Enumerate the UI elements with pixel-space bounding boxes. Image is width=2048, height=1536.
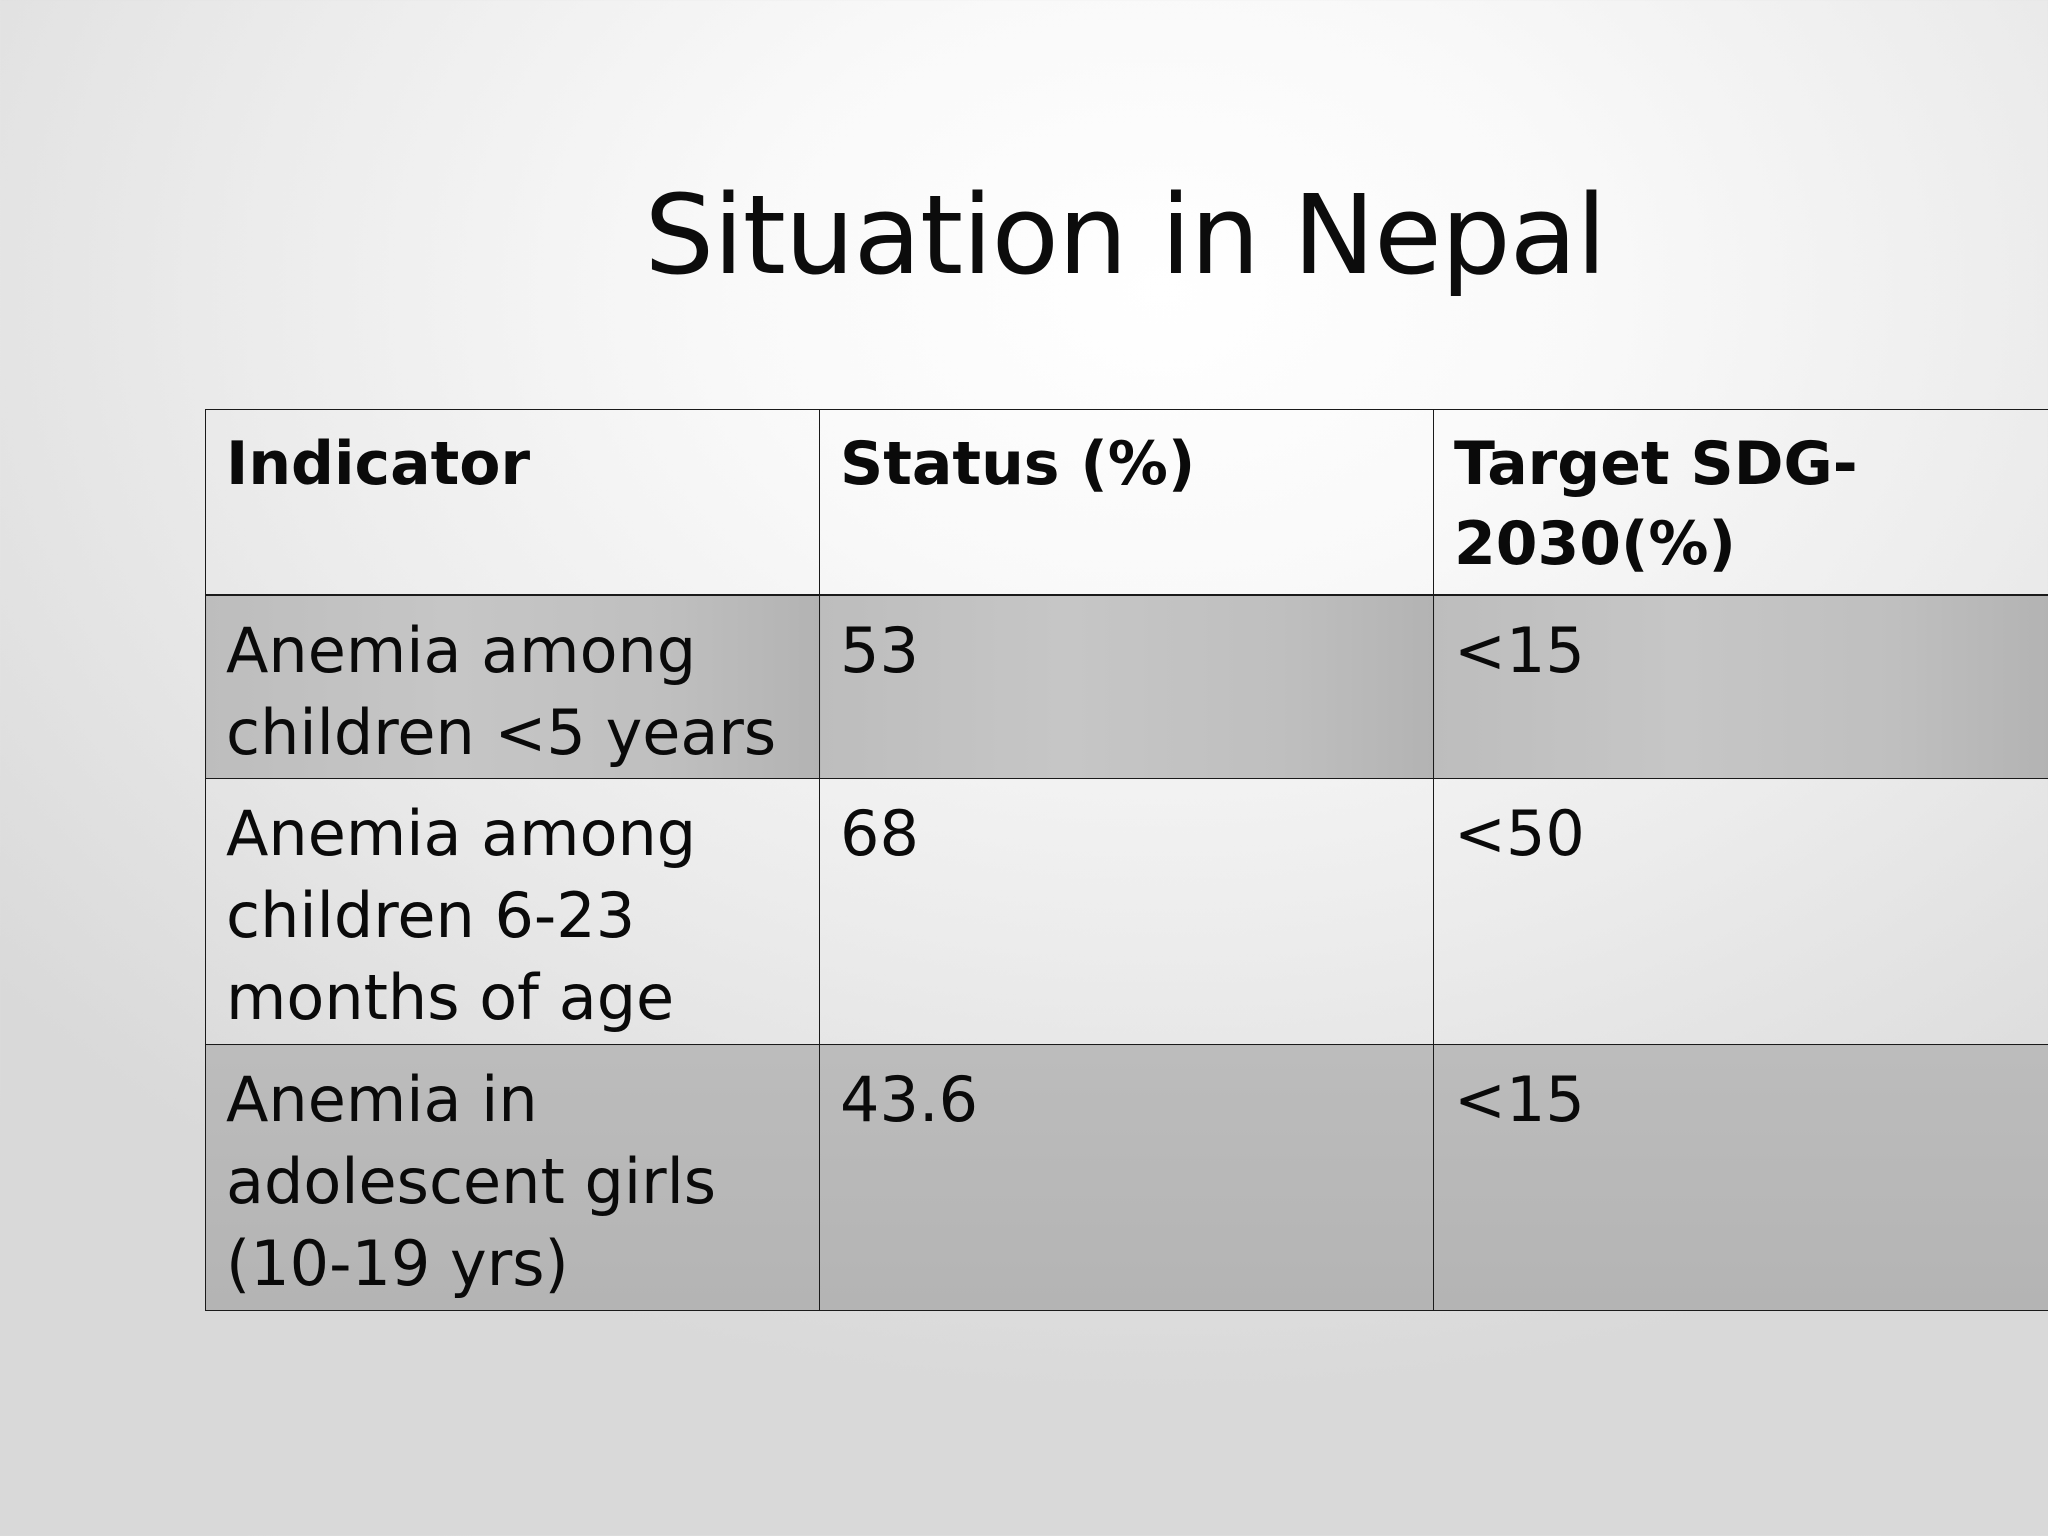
cell-target: <15 [1433, 594, 2048, 779]
cell-status: 53 [819, 594, 1434, 779]
slide-title: Situation in Nepal [644, 171, 1606, 299]
table-row: Anemia among children 6-23 months of age… [205, 778, 2048, 1045]
table-container: Indicator Status (%) Target SDG-2030(%) … [205, 409, 2048, 1311]
cell-status: 43.6 [819, 1044, 1434, 1311]
header-indicator: Indicator [205, 409, 820, 596]
table-row: Anemia among children <5 years 53 <15 [205, 594, 2048, 779]
cell-indicator: Anemia among children 6-23 months of age [205, 778, 820, 1045]
cell-status: 68 [819, 778, 1434, 1045]
table-row: Anemia in adolescent girls (10-19 yrs) 4… [205, 1044, 2048, 1311]
cell-target: <15 [1433, 1044, 2048, 1311]
indicator-table: Indicator Status (%) Target SDG-2030(%) … [205, 409, 2048, 1311]
header-target: Target SDG-2030(%) [1433, 409, 2048, 596]
cell-indicator: Anemia among children <5 years [205, 594, 820, 779]
table-header-row: Indicator Status (%) Target SDG-2030(%) [205, 409, 2048, 596]
cell-target: <50 [1433, 778, 2048, 1045]
cell-indicator: Anemia in adolescent girls (10-19 yrs) [205, 1044, 820, 1311]
header-status: Status (%) [819, 409, 1434, 596]
